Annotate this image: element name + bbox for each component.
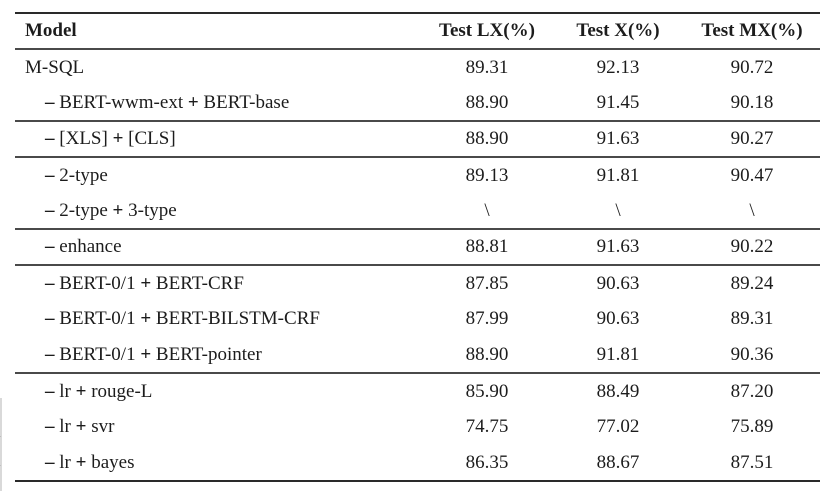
value-cell: 88.49	[596, 380, 640, 402]
model-cell: – BERT-0/1 + BERT-pointer	[45, 343, 262, 365]
value-cell: 85.90	[465, 380, 509, 402]
value-cell: 89.13	[465, 164, 509, 186]
page-edge-artifact	[0, 436, 6, 466]
table-row: – BERT-0/1 + BERT-BILSTM-CRF 87.99 90.63 89…	[15, 301, 820, 337]
model-cell: – BERT-0/1 + BERT-CRF	[45, 272, 244, 294]
model-cell: – BERT-wwm-ext + BERT-base	[45, 91, 290, 113]
value-cell: 88.67	[596, 451, 640, 473]
value-cell: 90.63	[596, 308, 640, 329]
value-cell: 87.20	[730, 380, 774, 402]
value-cell: 88.81	[465, 236, 509, 257]
table-group: – lr + rouge-L 85.90 88.49 87.20 – lr + svr 7…	[15, 373, 820, 481]
value-cell: 91.81	[596, 343, 640, 365]
table-group: M-SQL 89.31 92.13 90.72 – BERT-wwm-ext + BER…	[15, 49, 820, 121]
value-cell: \	[749, 199, 755, 221]
table-row: – lr + svr 74.75 77.02 75.89	[15, 409, 820, 445]
value-cell: 90.63	[596, 272, 640, 294]
table-row: – BERT-wwm-ext + BERT-base 88.90 91.45 90.1…	[15, 85, 820, 121]
value-cell: 87.99	[465, 308, 509, 329]
model-cell: – lr + bayes	[45, 451, 135, 473]
value-cell: 74.75	[465, 416, 509, 437]
table-row: – lr + bayes 86.35 88.67 87.51	[15, 445, 820, 481]
table-group: – enhance 88.81 91.63 90.22	[15, 229, 820, 265]
value-cell: \	[615, 199, 621, 221]
model-cell: – lr + rouge-L	[45, 380, 153, 402]
value-cell: 87.51	[730, 451, 774, 473]
header-test-lx: Test LX(%)	[439, 20, 535, 41]
value-cell: 90.72	[730, 56, 774, 78]
model-cell: – 2-type	[45, 164, 108, 186]
model-cell: – BERT-0/1 + BERT-BILSTM-CRF	[45, 308, 320, 329]
value-cell: \	[484, 199, 490, 221]
table-header: Model Test LX(%) Test X(%) Test MX(%)	[15, 13, 820, 49]
value-cell: 91.81	[596, 164, 640, 186]
model-cell: – 2-type + 3-type	[45, 199, 177, 221]
value-cell: 90.18	[730, 91, 774, 113]
table-row: – lr + rouge-L 85.90 88.49 87.20	[15, 373, 820, 409]
header-model: Model	[25, 20, 77, 41]
value-cell: 90.47	[730, 164, 774, 186]
table-group: – [XLS] + [CLS] 88.90 91.63 90.27	[15, 121, 820, 157]
value-cell: 87.85	[465, 272, 509, 294]
value-cell: 92.13	[596, 56, 640, 78]
value-cell: 89.31	[730, 308, 774, 329]
table-group: – 2-type 89.13 91.81 90.47 – 2-type + 3-type…	[15, 157, 820, 229]
header-test-x: Test X(%)	[576, 20, 660, 41]
table-row: – [XLS] + [CLS] 88.90 91.63 90.27	[15, 121, 820, 157]
model-cell: M-SQL	[25, 56, 85, 78]
model-cell: – lr + svr	[45, 416, 115, 437]
value-cell: 77.02	[596, 416, 640, 437]
table-row: – 2-type 89.13 91.81 90.47	[15, 157, 820, 193]
value-cell: 86.35	[465, 451, 509, 473]
table-row: M-SQL 89.31 92.13 90.72	[15, 49, 820, 85]
table-row: – BERT-0/1 + BERT-pointer 88.90 91.81 90.36	[15, 337, 820, 373]
table-row: – enhance 88.81 91.63 90.22	[15, 229, 820, 265]
value-cell: 88.90	[465, 343, 509, 365]
value-cell: 88.90	[465, 128, 509, 149]
value-cell: 91.63	[596, 128, 640, 149]
value-cell: 90.36	[730, 343, 774, 365]
value-cell: 89.31	[465, 56, 509, 78]
model-cell: – [XLS] + [CLS]	[45, 128, 176, 149]
value-cell: 91.45	[596, 91, 640, 113]
value-cell: 91.63	[596, 236, 640, 257]
model-cell: – enhance	[45, 236, 122, 257]
value-cell: 89.24	[730, 272, 774, 294]
value-cell: 88.90	[465, 91, 509, 113]
value-cell: 75.89	[730, 416, 774, 437]
value-cell: 90.22	[730, 236, 774, 257]
table-row: – BERT-0/1 + BERT-CRF 87.85 90.63 89.24	[15, 265, 820, 301]
table-row: – 2-type + 3-type \ \ \	[15, 193, 820, 229]
table-group: – BERT-0/1 + BERT-CRF 87.85 90.63 89.24– BE…	[15, 265, 820, 373]
ablation-results-table: Model Test LX(%) Test X(%) Test MX(%) M-…	[15, 12, 820, 482]
header-row: Model Test LX(%) Test X(%) Test MX(%)	[15, 13, 820, 49]
value-cell: 90.27	[730, 128, 774, 149]
header-test-mx: Test MX(%)	[701, 20, 803, 41]
